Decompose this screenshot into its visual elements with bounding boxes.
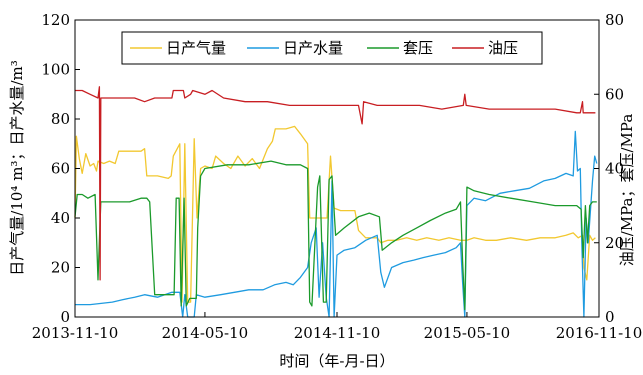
x-tick-label: 2013-11-10 bbox=[32, 324, 118, 342]
y-right-tick-label: 0 bbox=[605, 308, 615, 326]
y-left-tick-label: 100 bbox=[41, 61, 70, 79]
y-right-axis-title: 油压/MPa；套压/MPa bbox=[618, 114, 636, 267]
legend-label-water: 日产水量 bbox=[283, 39, 343, 57]
y-left-tick-label: 40 bbox=[51, 209, 70, 227]
x-tick-label: 2015-05-10 bbox=[424, 324, 510, 342]
y-left-tick-label: 0 bbox=[60, 308, 70, 326]
y-left-tick-label: 20 bbox=[51, 259, 70, 277]
y-left-tick-label: 120 bbox=[41, 11, 70, 29]
x-tick-label: 2014-05-10 bbox=[162, 324, 248, 342]
y-right-tick-label: 80 bbox=[605, 11, 624, 29]
series-layer bbox=[74, 86, 598, 318]
legend-label-casing: 套压 bbox=[403, 39, 433, 57]
x-tick-label: 2016-11-10 bbox=[556, 324, 642, 342]
series-line-2 bbox=[74, 160, 597, 311]
y-left-tick-label: 60 bbox=[51, 160, 70, 178]
x-axis-title: 时间（年-月-日） bbox=[279, 352, 394, 370]
legend-label-tubing: 油压 bbox=[488, 39, 518, 57]
y-left-tick-label: 80 bbox=[51, 110, 70, 128]
x-tick-label: 2014-11-10 bbox=[294, 324, 380, 342]
y-left-axis-title: 日产气量/10⁴ m³；日产水量/m³ bbox=[8, 60, 26, 275]
series-line-0 bbox=[74, 125, 596, 303]
y-right-tick-label: 20 bbox=[605, 234, 624, 252]
axes-layer: 0 20 40 60 80 100 120 0 20 40 60 80 2013-11-10 2014-0… bbox=[32, 11, 642, 342]
legend: 日产气量 日产水量 套压 油压 bbox=[121, 31, 543, 65]
series-line-1 bbox=[75, 130, 598, 318]
legend-label-gas: 日产气量 bbox=[166, 39, 226, 57]
y-right-tick-label: 40 bbox=[605, 160, 624, 178]
y-right-tick-label: 60 bbox=[605, 85, 624, 103]
series-line-3 bbox=[75, 86, 596, 281]
